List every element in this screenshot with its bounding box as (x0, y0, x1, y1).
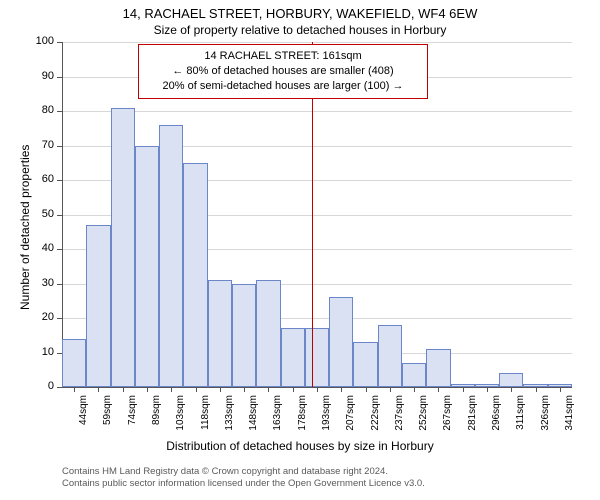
histogram-bar (111, 108, 135, 387)
histogram-bar (353, 342, 377, 387)
x-tick (196, 387, 197, 392)
x-tick-label: 163sqm (272, 395, 283, 439)
x-tick-label: 74sqm (127, 395, 138, 439)
x-axis-label: Distribution of detached houses by size … (0, 439, 600, 453)
x-tick-label: 207sqm (345, 395, 356, 439)
x-tick (487, 387, 488, 392)
histogram-bar (378, 325, 402, 387)
x-tick-label: 133sqm (224, 395, 235, 439)
x-tick-label: 148sqm (248, 395, 259, 439)
y-tick-label: 20 (28, 311, 54, 323)
x-tick-label: 59sqm (102, 395, 113, 439)
histogram-bar (62, 339, 86, 387)
title-main: 14, RACHAEL STREET, HORBURY, WAKEFIELD, … (0, 6, 600, 21)
x-tick-label: 44sqm (78, 395, 89, 439)
x-tick (390, 387, 391, 392)
x-tick-label: 103sqm (175, 395, 186, 439)
annotation-l1: 14 RACHAEL STREET: 161sqm (147, 49, 419, 64)
histogram-bar (232, 284, 256, 388)
footer-l1: Contains HM Land Registry data © Crown c… (62, 466, 425, 478)
x-tick (171, 387, 172, 392)
histogram-bar (329, 297, 353, 387)
x-tick-label: 341sqm (564, 395, 575, 439)
annotation-l3: 20% of semi-detached houses are larger (… (147, 79, 419, 94)
x-tick (463, 387, 464, 392)
y-tick-label: 80 (28, 104, 54, 116)
x-tick-label: 237sqm (394, 395, 405, 439)
x-tick-label: 326sqm (540, 395, 551, 439)
x-tick-label: 252sqm (418, 395, 429, 439)
footer-attribution: Contains HM Land Registry data © Crown c… (62, 466, 425, 491)
x-tick-label: 89sqm (151, 395, 162, 439)
x-tick (293, 387, 294, 392)
annotation-l2: ← 80% of detached houses are smaller (40… (147, 64, 419, 79)
histogram-bar (305, 328, 329, 387)
histogram-bar (86, 225, 110, 387)
x-tick (244, 387, 245, 392)
histogram-bar (402, 363, 426, 387)
histogram-bar (426, 349, 450, 387)
x-tick (511, 387, 512, 392)
histogram-bar (208, 280, 232, 387)
x-tick (414, 387, 415, 392)
x-tick (317, 387, 318, 392)
histogram-bar (159, 125, 183, 387)
x-tick (268, 387, 269, 392)
x-tick (98, 387, 99, 392)
gridline (62, 42, 572, 43)
x-tick-label: 178sqm (297, 395, 308, 439)
x-tick-label: 311sqm (515, 395, 526, 439)
x-tick (366, 387, 367, 392)
annotation-box: 14 RACHAEL STREET: 161sqm ← 80% of detac… (138, 44, 428, 99)
y-tick-label: 10 (28, 346, 54, 358)
x-tick (341, 387, 342, 392)
x-tick-label: 222sqm (370, 395, 381, 439)
x-tick (123, 387, 124, 392)
y-tick-label: 100 (28, 35, 54, 47)
histogram-bar (183, 163, 207, 387)
histogram-bar (499, 373, 523, 387)
x-tick-label: 118sqm (200, 395, 211, 439)
x-tick (74, 387, 75, 392)
histogram-bar (281, 328, 305, 387)
x-tick-label: 296sqm (491, 395, 502, 439)
x-tick-label: 281sqm (467, 395, 478, 439)
y-tick-label: 90 (28, 70, 54, 82)
histogram-bar (135, 146, 159, 388)
y-tick-label: 0 (28, 380, 54, 392)
x-tick-label: 267sqm (442, 395, 453, 439)
x-tick (438, 387, 439, 392)
y-axis-label: Number of detached properties (18, 144, 32, 309)
y-axis-line (62, 42, 63, 387)
title-sub: Size of property relative to detached ho… (0, 23, 600, 37)
histogram-bar (256, 280, 280, 387)
x-tick (147, 387, 148, 392)
x-tick (536, 387, 537, 392)
x-tick-label: 193sqm (321, 395, 332, 439)
x-tick (220, 387, 221, 392)
x-tick (560, 387, 561, 392)
gridline (62, 111, 572, 112)
footer-l2: Contains public sector information licen… (62, 478, 425, 490)
